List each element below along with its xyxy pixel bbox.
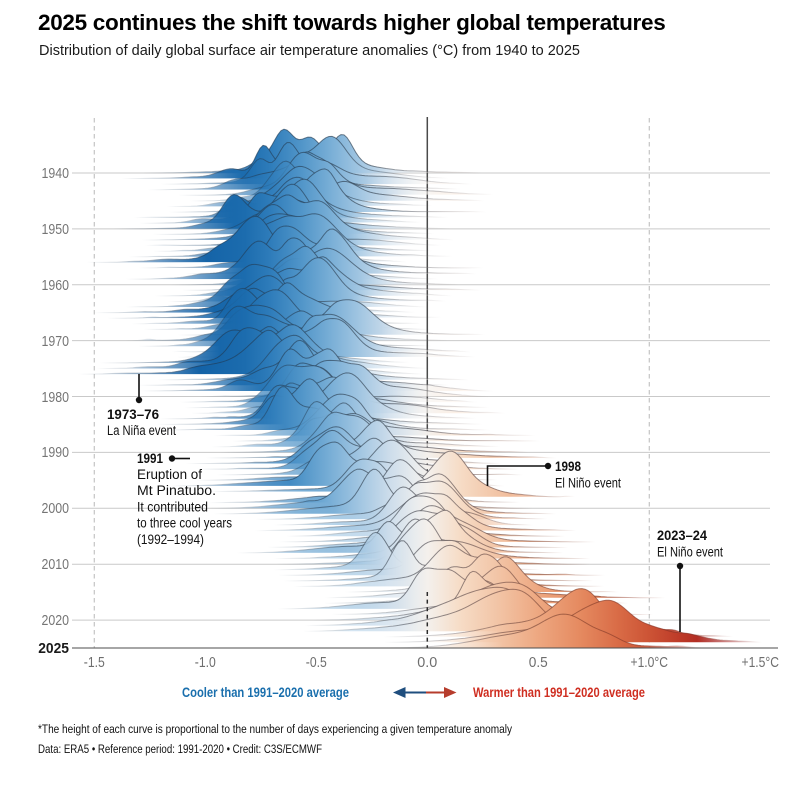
svg-text:La Niña event: La Niña event <box>107 423 176 438</box>
svg-text:(1992–1994): (1992–1994) <box>137 532 204 547</box>
svg-text:El Niño event: El Niño event <box>657 545 723 560</box>
svg-text:2020: 2020 <box>42 613 70 629</box>
svg-text:1990: 1990 <box>42 445 70 461</box>
svg-text:2025: 2025 <box>38 641 69 657</box>
svg-text:-1.0: -1.0 <box>195 655 216 671</box>
svg-text:Warmer than 1991–2020 average: Warmer than 1991–2020 average <box>473 684 645 700</box>
svg-text:1970: 1970 <box>42 334 70 350</box>
svg-text:*The height of each curve is p: *The height of each curve is proportiona… <box>38 722 513 736</box>
svg-text:Eruption of: Eruption of <box>137 467 202 482</box>
svg-text:-0.5: -0.5 <box>306 655 327 671</box>
svg-text:0.5: 0.5 <box>529 655 548 671</box>
svg-text:1950: 1950 <box>42 222 70 238</box>
svg-text:Data: ERA5 • Reference period:: Data: ERA5 • Reference period: 1991-2020… <box>38 742 322 756</box>
svg-text:1991: 1991 <box>137 451 163 466</box>
svg-text:El Niño event: El Niño event <box>555 476 621 491</box>
svg-text:2010: 2010 <box>42 557 70 573</box>
svg-text:Mt Pinatubo.: Mt Pinatubo. <box>137 483 216 498</box>
svg-text:Cooler than 1991–2020 average: Cooler than 1991–2020 average <box>182 684 349 700</box>
svg-text:1940: 1940 <box>42 166 70 182</box>
svg-text:+1.0°C: +1.0°C <box>631 655 669 671</box>
svg-text:1998: 1998 <box>555 459 581 474</box>
svg-text:1980: 1980 <box>42 390 70 406</box>
svg-text:Distribution of daily global s: Distribution of daily global surface air… <box>39 43 580 59</box>
svg-text:-1.5: -1.5 <box>84 655 105 671</box>
svg-text:2000: 2000 <box>42 501 70 517</box>
svg-text:It contributed: It contributed <box>137 499 208 514</box>
svg-text:1973–76: 1973–76 <box>107 407 159 422</box>
svg-text:to three cool years: to three cool years <box>137 516 232 531</box>
svg-text:2025 continues the shift towar: 2025 continues the shift towards higher … <box>38 10 665 35</box>
svg-text:1960: 1960 <box>42 278 70 294</box>
svg-text:+1.5°C: +1.5°C <box>742 655 780 671</box>
svg-text:0.0: 0.0 <box>417 655 437 671</box>
svg-text:2023–24: 2023–24 <box>657 528 707 543</box>
